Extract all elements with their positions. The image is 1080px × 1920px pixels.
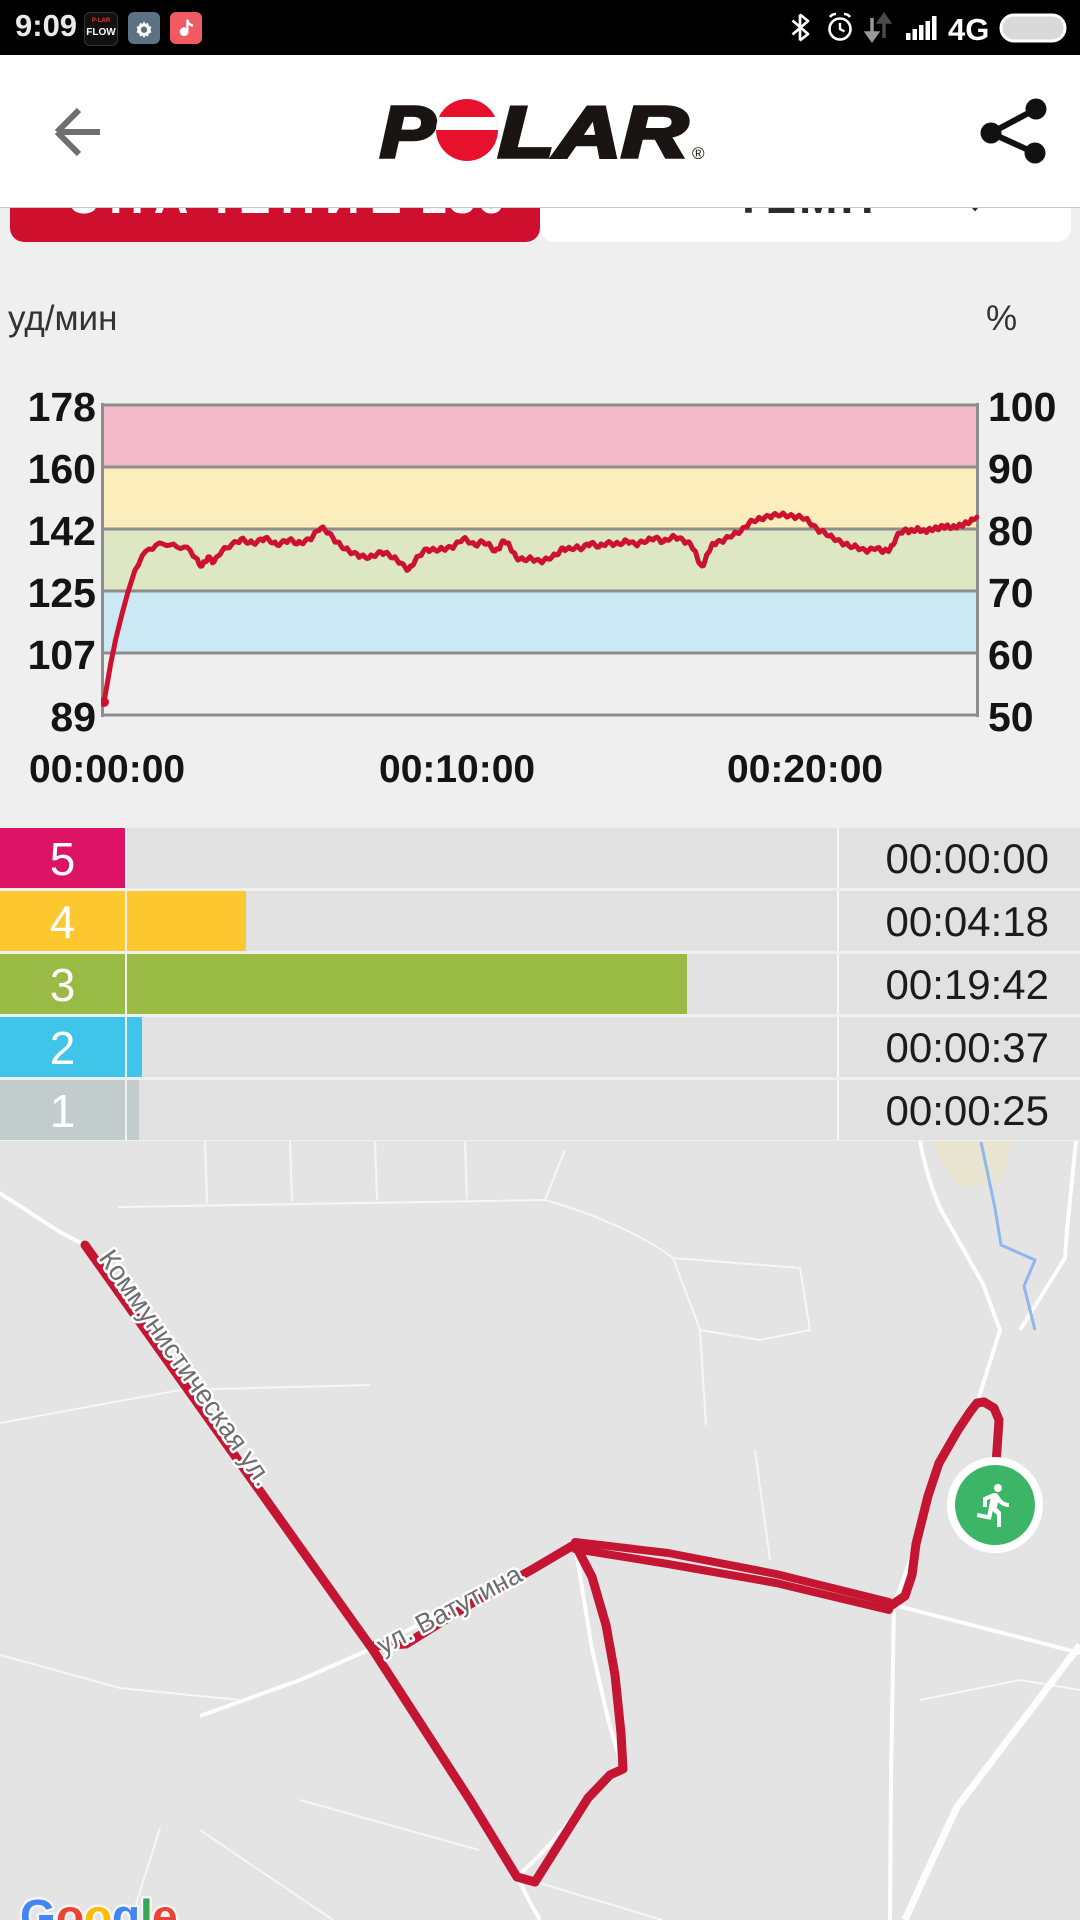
svg-text:G: G bbox=[20, 1890, 56, 1920]
svg-text:g: g bbox=[112, 1890, 140, 1920]
svg-text:o: o bbox=[84, 1890, 112, 1920]
svg-text:e: e bbox=[152, 1890, 178, 1920]
svg-text:l: l bbox=[140, 1890, 153, 1920]
svg-text:4G: 4G bbox=[948, 12, 989, 47]
svg-text:®: ® bbox=[692, 144, 705, 163]
svg-text:LAR: LAR bbox=[498, 95, 688, 173]
svg-text:o: o bbox=[56, 1890, 84, 1920]
svg-text:P: P bbox=[380, 95, 436, 173]
